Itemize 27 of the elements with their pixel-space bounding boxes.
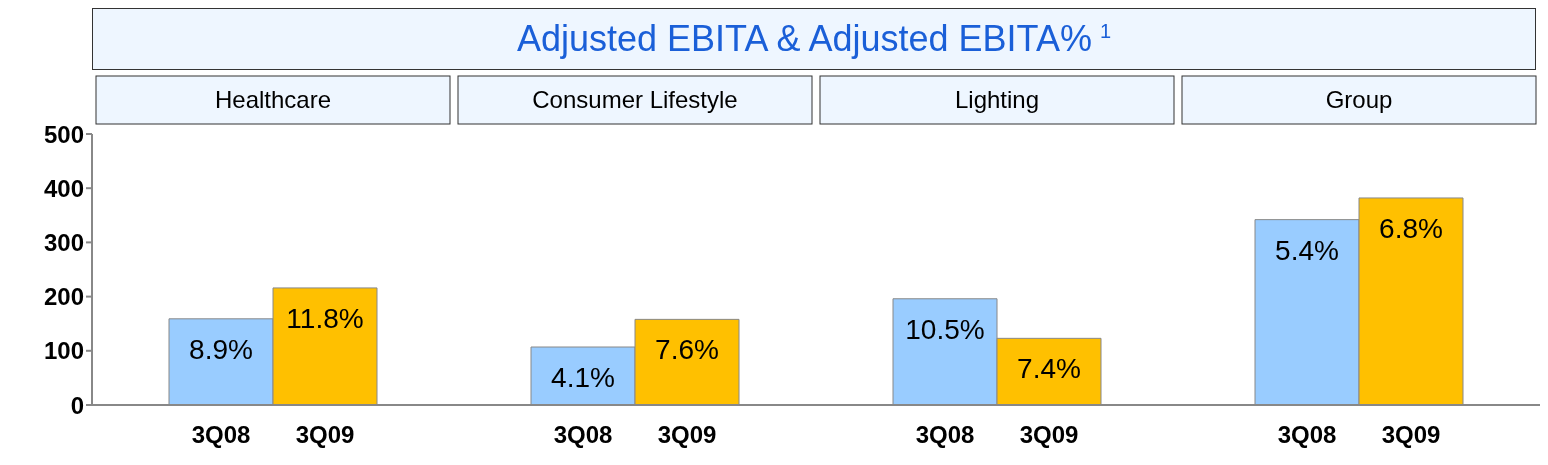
x-tick-label: Group xyxy=(1325,86,1393,113)
text: 3Q08 xyxy=(1277,421,1337,448)
text: 3Q08 xyxy=(553,421,613,448)
x-tick-label: Healthcare xyxy=(214,86,332,113)
annotation: 6.8% xyxy=(1379,212,1443,244)
annotation: 8.9% xyxy=(189,333,253,365)
text: 3Q09 xyxy=(1019,421,1079,448)
series-label: 3Q09 xyxy=(295,421,355,448)
annotation: 10.5% xyxy=(905,313,985,345)
text: 3Q09 xyxy=(657,421,717,448)
annotation: 7.4% xyxy=(1017,353,1081,385)
text: 3Q08 xyxy=(915,421,975,448)
annotation: 11.8% xyxy=(286,302,364,334)
y-tick-label: 400 xyxy=(43,174,84,202)
y-tick-label: 100 xyxy=(43,337,84,365)
chart-title: Adjusted EBITA & Adjusted EBITA%$^{1}$ xyxy=(516,18,1112,60)
annotation: 4.1% xyxy=(551,362,615,394)
text: 3Q09 xyxy=(1381,421,1441,448)
annotation: 7.6% xyxy=(655,334,719,366)
y-tick-label: 500 xyxy=(43,120,84,148)
x-tick-label: Lighting xyxy=(954,86,1040,113)
y-tick-label: 0 xyxy=(70,391,84,419)
annotation: 5.4% xyxy=(1275,234,1339,266)
x-tick-label: Consumer Lifestyle xyxy=(532,86,738,113)
y-tick-label: 300 xyxy=(43,228,84,256)
series-label: 3Q08 xyxy=(191,421,251,448)
y-tick-label: 200 xyxy=(43,283,84,311)
